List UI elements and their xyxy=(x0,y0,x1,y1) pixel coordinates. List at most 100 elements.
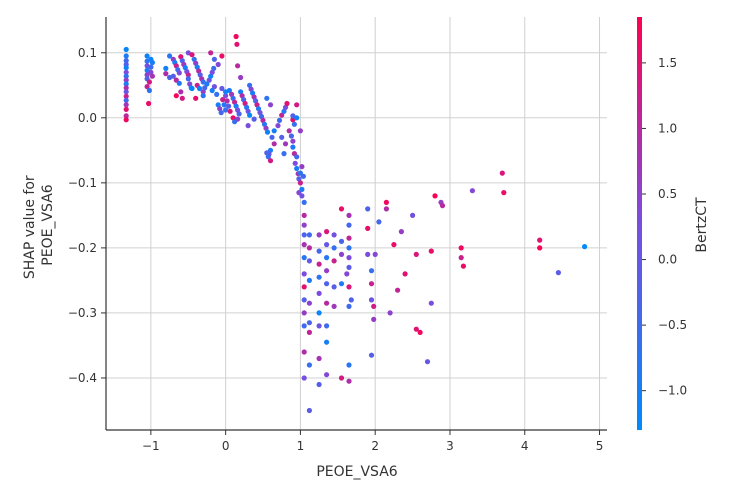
scatter-point xyxy=(346,212,352,218)
scatter-point xyxy=(460,263,466,269)
scatter-point xyxy=(383,199,389,205)
scatter-point xyxy=(383,206,389,212)
scatter-point xyxy=(338,238,345,244)
scatter-point xyxy=(368,297,375,303)
scatter-point xyxy=(499,170,505,176)
scatter-point xyxy=(331,284,337,290)
colorbar-ticks: −1.0 −0.5 0.0 0.5 1.0 1.5 xyxy=(642,56,687,398)
scatter-point xyxy=(324,372,330,378)
scatter-point xyxy=(123,73,129,79)
scatter-point xyxy=(537,245,543,251)
scatter-point xyxy=(236,111,242,117)
scatter-point xyxy=(251,94,257,100)
scatter-point xyxy=(146,100,152,107)
scatter-point xyxy=(230,95,236,101)
scatter-point xyxy=(372,251,378,257)
scatter-point xyxy=(296,176,302,182)
scatter-point xyxy=(146,79,152,85)
scatter-point xyxy=(301,271,307,277)
scatter-point xyxy=(324,323,330,329)
scatter-point xyxy=(229,91,235,97)
scatter-point xyxy=(202,85,208,91)
y-axis-label-line-1: SHAP value for xyxy=(22,175,38,279)
scatter-point xyxy=(215,102,221,108)
scatter-point xyxy=(218,110,224,116)
scatter-point xyxy=(267,102,274,108)
scatter-point xyxy=(432,193,438,199)
scatter-point xyxy=(301,349,307,355)
scatter-point xyxy=(230,115,236,121)
scatter-point xyxy=(233,33,239,40)
y-tick-label: 0.1 xyxy=(78,46,97,60)
scatter-point xyxy=(224,98,230,104)
scatter-point xyxy=(123,65,129,71)
scatter-point xyxy=(338,206,345,212)
scatter-point xyxy=(306,232,312,238)
x-tick-label: 0 xyxy=(222,439,230,453)
y-tick-label: −0.1 xyxy=(68,176,97,190)
scatter-point xyxy=(248,86,254,92)
scatter-point xyxy=(288,133,294,139)
scatter-point xyxy=(306,300,312,306)
scatter-point xyxy=(458,255,464,261)
x-tick-label: 3 xyxy=(446,439,454,453)
scatter-point xyxy=(297,180,303,186)
scatter-point xyxy=(301,212,307,218)
scatter-point xyxy=(206,77,212,83)
scatter-point xyxy=(242,100,248,107)
scatter-point xyxy=(182,65,188,71)
scatter-point xyxy=(260,117,266,123)
scatter-point xyxy=(306,407,312,414)
colorbar-label: BertzCT xyxy=(694,197,710,253)
x-tick-label: 1 xyxy=(297,439,305,453)
x-tick-label: 4 xyxy=(521,439,529,453)
scatter-point xyxy=(348,297,354,303)
scatter-point xyxy=(241,97,247,103)
x-axis-ticks: −1 0 1 2 3 4 5 xyxy=(142,430,603,453)
scatter-point xyxy=(250,90,256,96)
scatter-point xyxy=(331,303,337,309)
scatter-point xyxy=(211,56,217,62)
scatter-point xyxy=(191,56,197,62)
scatter-point xyxy=(255,106,262,112)
scatter-point xyxy=(501,190,507,196)
scatter-point xyxy=(346,245,352,251)
scatter-point xyxy=(265,154,271,160)
scatter-point xyxy=(197,72,203,78)
scatter-point xyxy=(200,93,206,99)
scatter-point xyxy=(123,113,129,119)
axes xyxy=(105,17,607,431)
scatter-point xyxy=(209,87,215,94)
scatter-point xyxy=(271,128,277,134)
scatter-point xyxy=(316,323,322,329)
scatter-point xyxy=(316,310,322,316)
scatter-point xyxy=(316,381,322,388)
scatter-point xyxy=(227,108,233,114)
scatter-point xyxy=(413,251,419,257)
scatter-points xyxy=(123,33,588,414)
scatter-point xyxy=(371,316,377,322)
scatter-point xyxy=(282,104,289,110)
scatter-point xyxy=(267,158,274,164)
scatter-point xyxy=(301,310,307,316)
scatter-point xyxy=(316,290,322,296)
scatter-point xyxy=(306,362,312,368)
scatter-point xyxy=(346,222,352,228)
scatter-point xyxy=(338,281,345,287)
scatter-point xyxy=(299,164,305,170)
scatter-point xyxy=(301,199,307,205)
scatter-point xyxy=(123,102,129,108)
scatter-point xyxy=(185,72,191,78)
scatter-point xyxy=(346,303,352,309)
scatter-point xyxy=(371,303,377,309)
scatter-point xyxy=(294,102,300,108)
scatter-point xyxy=(301,375,307,381)
scatter-point xyxy=(294,165,300,172)
scatter-point xyxy=(211,84,217,90)
scatter-point xyxy=(275,123,281,129)
scatter-point xyxy=(123,46,129,53)
scatter-point xyxy=(281,108,287,114)
scatter-point xyxy=(185,76,191,82)
scatter-point xyxy=(365,206,371,212)
scatter-point xyxy=(537,237,543,243)
